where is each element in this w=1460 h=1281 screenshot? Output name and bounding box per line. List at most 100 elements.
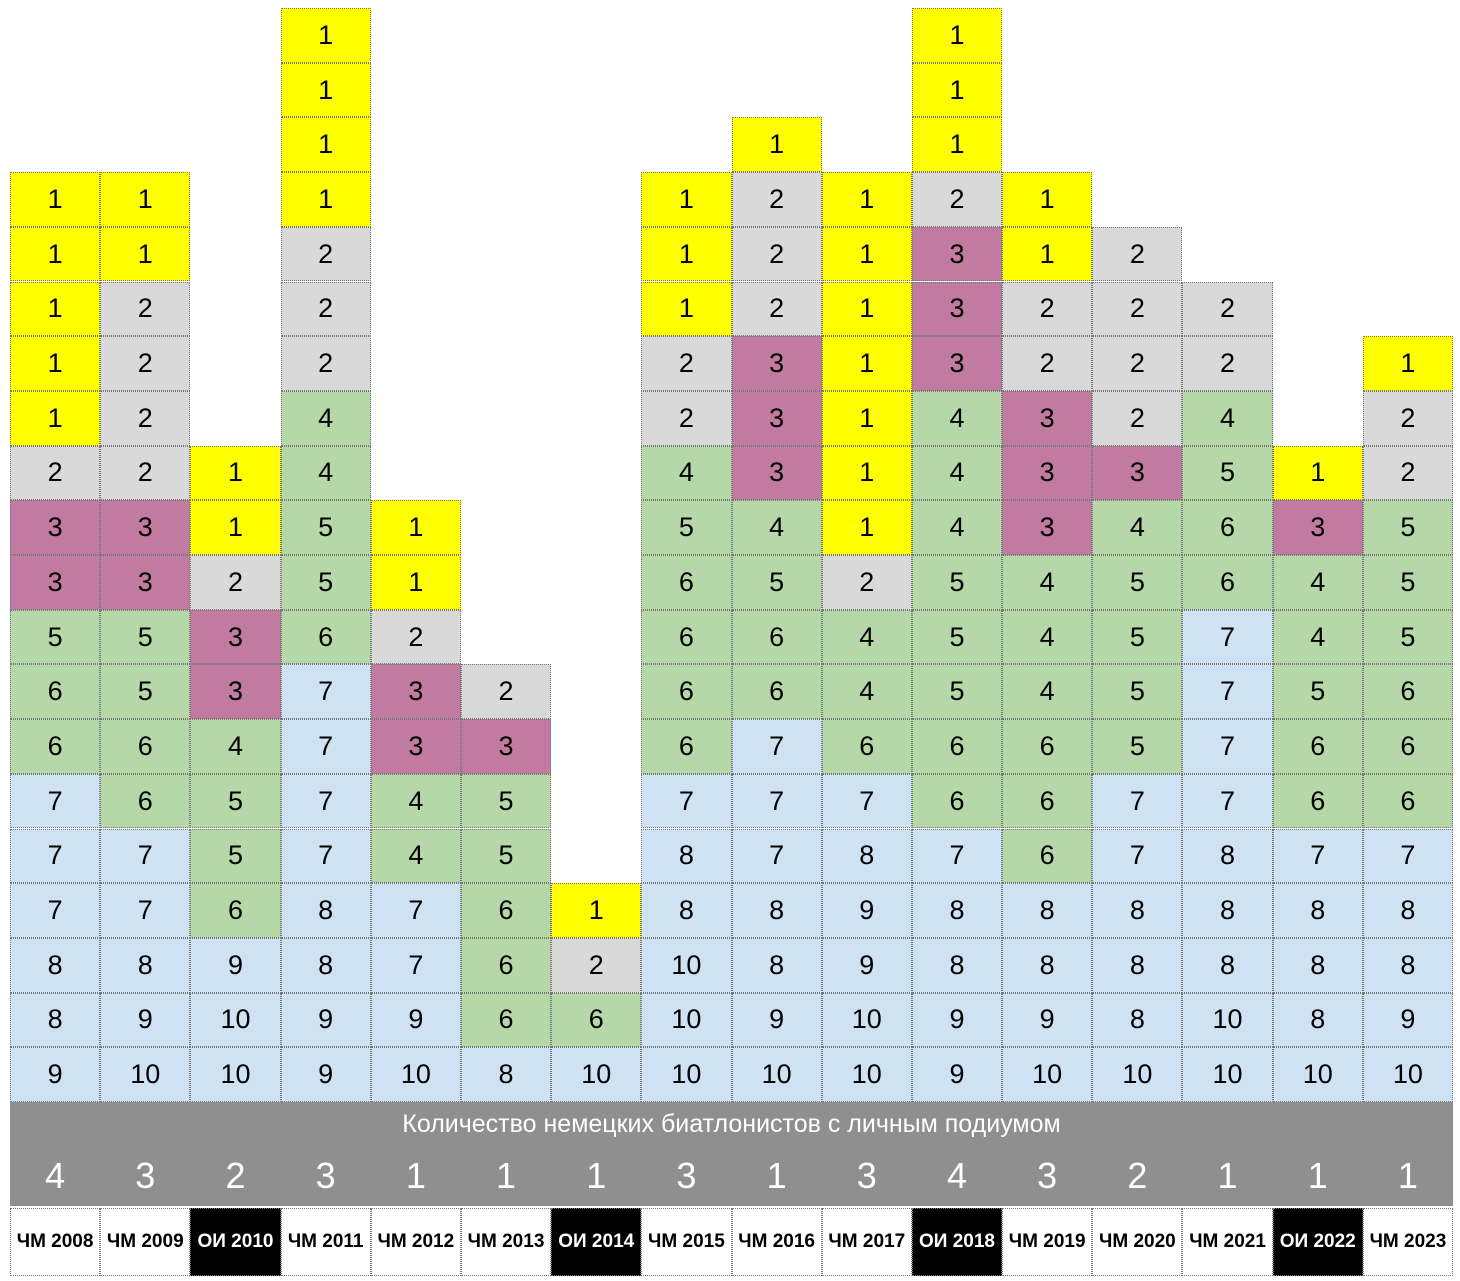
place-cell: 1 <box>821 172 912 227</box>
place-cell: 8 <box>280 937 371 993</box>
place-cell: 3 <box>731 445 822 501</box>
place-cell: 7 <box>280 828 371 884</box>
place-cell: 8 <box>1362 937 1454 993</box>
place-cell: 1 <box>1002 172 1093 227</box>
year-label: ОИ 2018 <box>911 1208 1003 1276</box>
place-cell: 9 <box>100 992 191 1048</box>
place-cell: 2 <box>1092 226 1183 282</box>
place-cell: 4 <box>821 664 912 720</box>
place-cell: 1 <box>190 500 281 555</box>
place-cell: 2 <box>641 390 732 446</box>
place-cell: 5 <box>280 555 371 610</box>
place-cell: 1 <box>10 390 101 446</box>
place-cell: 1 <box>911 62 1003 118</box>
place-cell: 10 <box>1182 992 1273 1048</box>
podium-count: 1 <box>1397 1155 1418 1196</box>
place-cell: 10 <box>731 1047 822 1102</box>
place-cell: 8 <box>1092 992 1183 1048</box>
podium-count: 3 <box>135 1155 156 1196</box>
place-cell: 4 <box>641 445 732 501</box>
place-cell: 2 <box>731 172 822 227</box>
place-cell: 4 <box>1002 664 1093 720</box>
podium-count: 3 <box>676 1155 697 1196</box>
place-cell: 6 <box>821 719 912 774</box>
place-cell: 7 <box>1092 828 1183 884</box>
place-cell: 7 <box>911 828 1003 884</box>
place-cell: 4 <box>1182 390 1273 446</box>
place-cell: 5 <box>911 609 1003 665</box>
place-cell: 2 <box>100 390 191 446</box>
place-cell: 1 <box>1002 226 1093 282</box>
place-cell: 5 <box>100 664 191 720</box>
place-cell: 2 <box>1092 336 1183 391</box>
place-cell: 2 <box>1182 336 1273 391</box>
place-cell: 10 <box>190 992 281 1048</box>
place-cell: 9 <box>190 937 281 993</box>
place-cell: 2 <box>1002 281 1093 337</box>
place-cell: 6 <box>10 664 101 720</box>
place-cell: 4 <box>731 500 822 555</box>
place-cell: 7 <box>280 773 371 829</box>
place-cell: 1 <box>280 8 371 63</box>
place-cell: 6 <box>641 609 732 665</box>
place-cell: 9 <box>821 883 912 938</box>
place-cell: 5 <box>1092 609 1183 665</box>
place-cell: 1 <box>731 117 822 173</box>
place-cell: 3 <box>100 500 191 555</box>
place-cell: 2 <box>551 937 642 993</box>
place-cell: 3 <box>1272 500 1363 555</box>
place-cell: 8 <box>1272 883 1363 938</box>
place-cell: 6 <box>100 719 191 774</box>
place-cell: 10 <box>1002 1047 1093 1102</box>
place-cell: 6 <box>280 609 371 665</box>
place-cell: 2 <box>1002 336 1093 391</box>
place-cell: 7 <box>1182 773 1273 829</box>
place-cell: 1 <box>190 445 281 501</box>
place-cell: 2 <box>731 226 822 282</box>
place-cell: 10 <box>1182 1047 1273 1102</box>
place-cell: 5 <box>911 664 1003 720</box>
podium-count: 4 <box>946 1155 967 1196</box>
place-cell: 7 <box>1182 719 1273 774</box>
place-cell: 3 <box>460 719 552 774</box>
place-cell: 10 <box>641 992 732 1048</box>
podium-count: 1 <box>496 1155 517 1196</box>
podium-count: 3 <box>315 1155 336 1196</box>
place-cell: 3 <box>370 719 461 774</box>
place-cell: 1 <box>821 336 912 391</box>
place-cell: 1 <box>370 555 461 610</box>
podium-count: 1 <box>1217 1155 1238 1196</box>
place-cell: 9 <box>1362 992 1454 1048</box>
place-cell: 5 <box>1092 664 1183 720</box>
summary-title: Количество немецких биатлонистов с личны… <box>402 1109 1061 1138</box>
place-cell: 4 <box>1002 555 1093 610</box>
place-cell: 4 <box>280 445 371 501</box>
place-cell: 6 <box>911 719 1003 774</box>
place-cell: 1 <box>280 117 371 173</box>
place-cell: 10 <box>1272 1047 1363 1102</box>
place-cell: 9 <box>911 992 1003 1048</box>
place-cell: 3 <box>911 281 1003 337</box>
place-cell: 7 <box>10 773 101 829</box>
place-cell: 1 <box>280 172 371 227</box>
place-cell: 7 <box>100 883 191 938</box>
place-cell: 5 <box>1272 664 1363 720</box>
place-cell: 8 <box>731 883 822 938</box>
place-cell: 1 <box>1272 445 1363 501</box>
place-cell: 4 <box>911 445 1003 501</box>
place-cell: 7 <box>731 828 822 884</box>
place-cell: 4 <box>1002 609 1093 665</box>
place-cell: 6 <box>460 992 552 1048</box>
place-cell: 4 <box>911 390 1003 446</box>
place-cell: 7 <box>1362 828 1454 884</box>
place-cell: 7 <box>1092 773 1183 829</box>
place-cell: 9 <box>1002 992 1093 1048</box>
podium-count: 2 <box>1127 1155 1148 1196</box>
place-cell: 3 <box>10 500 101 555</box>
place-cell: 2 <box>460 664 552 720</box>
place-cell: 3 <box>911 336 1003 391</box>
place-cell: 3 <box>370 664 461 720</box>
place-cell: 9 <box>280 1047 371 1102</box>
place-cell: 7 <box>731 719 822 774</box>
place-cell: 9 <box>280 992 371 1048</box>
